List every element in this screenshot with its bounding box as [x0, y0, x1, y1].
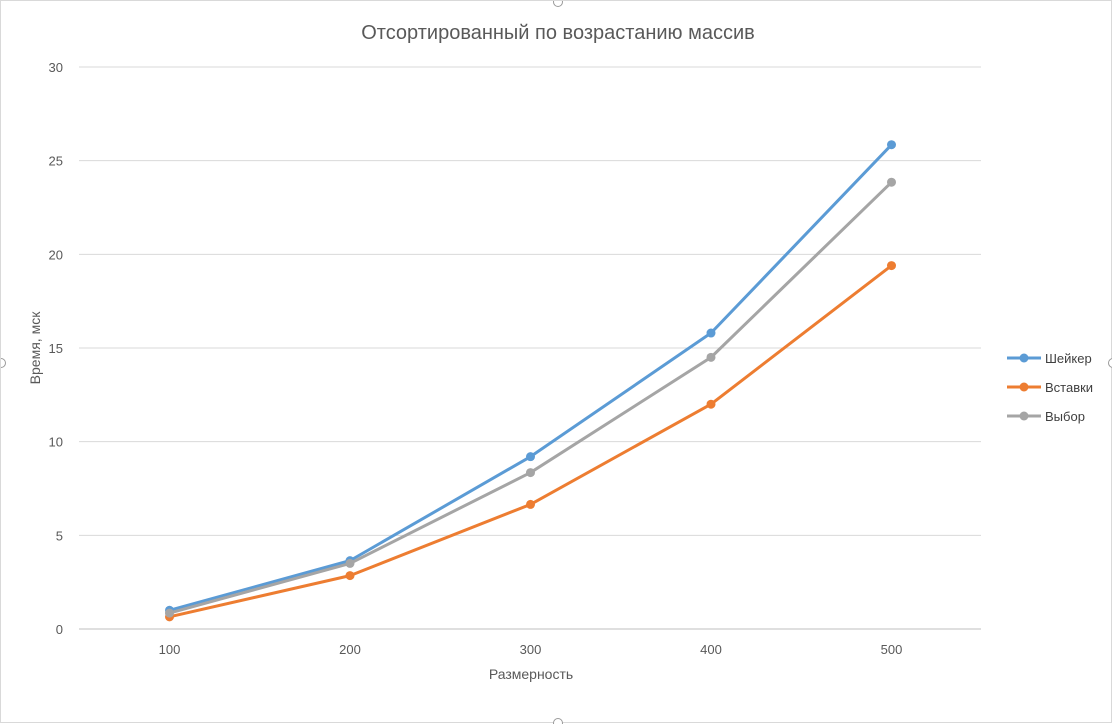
- y-tick-label: 10: [49, 435, 63, 450]
- series-line: [170, 145, 892, 611]
- y-tick-label: 25: [49, 154, 63, 169]
- data-point: [526, 452, 535, 461]
- legend-item: Выбор: [1007, 409, 1085, 424]
- legend: Шейкер Вставки Выбор: [1007, 351, 1093, 424]
- y-tick-label: 20: [49, 247, 63, 262]
- chart-title: Отсортированный по возрастанию массив: [361, 22, 755, 44]
- x-tick-label: 500: [881, 642, 903, 657]
- x-tick-label: 300: [520, 642, 542, 657]
- legend-label: Вставки: [1045, 380, 1093, 395]
- data-point: [346, 571, 355, 580]
- resize-handle[interactable]: [554, 1, 563, 7]
- data-series: [165, 140, 896, 621]
- data-point: [887, 261, 896, 270]
- legend-swatch-marker: [1020, 383, 1029, 392]
- data-point: [346, 559, 355, 568]
- y-tick-label: 15: [49, 341, 63, 356]
- data-point: [707, 353, 716, 362]
- data-point: [707, 329, 716, 338]
- series-line: [170, 182, 892, 613]
- legend-item: Вставки: [1007, 380, 1093, 395]
- legend-swatch-marker: [1020, 354, 1029, 363]
- data-point: [887, 178, 896, 187]
- y-axis-label: Время, мск: [27, 311, 43, 385]
- x-axis-label: Размерность: [489, 666, 573, 682]
- data-point: [526, 468, 535, 477]
- legend-swatch-marker: [1020, 412, 1029, 421]
- x-tick-label: 100: [159, 642, 181, 657]
- resize-handle[interactable]: [1109, 359, 1112, 368]
- x-tick-label: 400: [700, 642, 722, 657]
- gridlines: [79, 67, 981, 629]
- y-tick-label: 30: [49, 60, 63, 75]
- series-1: [165, 140, 896, 615]
- x-axis-ticks: 100 200 300 400 500: [159, 642, 903, 657]
- series-3: [165, 178, 896, 618]
- y-tick-label: 5: [56, 528, 63, 543]
- data-point: [887, 140, 896, 149]
- y-axis-ticks: 0 5 10 15 20 25 30: [49, 60, 63, 637]
- data-point: [165, 609, 174, 618]
- y-tick-label: 0: [56, 622, 63, 637]
- legend-label: Выбор: [1045, 409, 1085, 424]
- resize-handle[interactable]: [1, 359, 6, 368]
- data-point: [707, 400, 716, 409]
- data-point: [526, 500, 535, 509]
- legend-label: Шейкер: [1045, 351, 1092, 366]
- x-tick-label: 200: [339, 642, 361, 657]
- resize-handle[interactable]: [554, 719, 563, 724]
- legend-item: Шейкер: [1007, 351, 1092, 366]
